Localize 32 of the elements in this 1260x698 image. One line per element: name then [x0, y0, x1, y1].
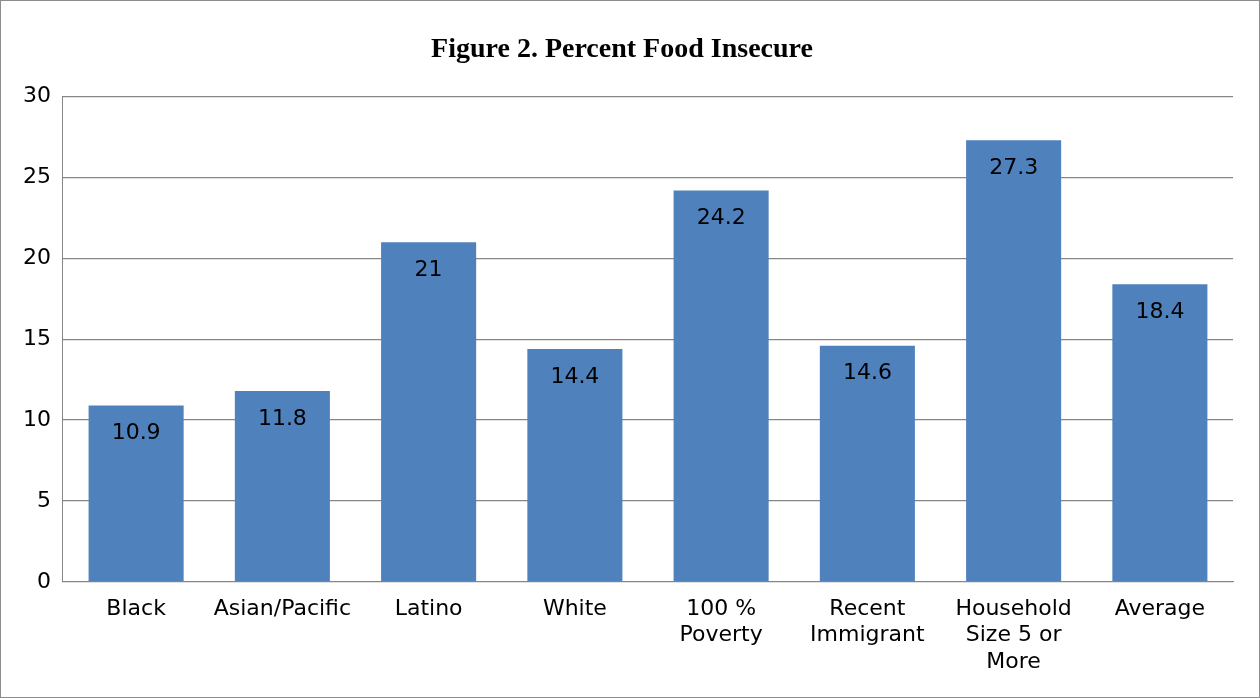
y-tick-label: 10 [22, 405, 51, 431]
bar [673, 190, 769, 582]
data-label: 27.3 [989, 153, 1039, 179]
bar [381, 242, 477, 582]
data-label: 18.4 [1135, 297, 1185, 323]
x-tick-label: Household Size 5 or More [955, 594, 1072, 673]
y-tick-label: 30 [22, 82, 51, 108]
bar [234, 390, 330, 582]
data-label: 24.2 [696, 204, 746, 230]
data-label: 10.9 [111, 419, 161, 445]
chart-title: Figure 2. Percent Food Insecure [431, 32, 813, 64]
bar [88, 405, 184, 582]
data-label: 11.8 [257, 404, 307, 430]
x-tick-label: Black [106, 594, 167, 620]
data-label: 14.6 [842, 359, 892, 385]
x-tick-label: 100 % Poverty [679, 594, 763, 647]
y-tick-label: 15 [22, 324, 51, 350]
data-label: 14.4 [550, 362, 600, 388]
y-tick-label: 5 [36, 486, 51, 512]
bar [819, 345, 915, 582]
x-tick-label: Asian/Pacific [213, 594, 352, 620]
bar [527, 348, 623, 582]
x-tick-label: White [542, 594, 607, 620]
y-tick-label: 0 [36, 567, 51, 593]
data-label: 21 [414, 255, 443, 281]
y-tick-label: 20 [22, 244, 51, 270]
bar [966, 140, 1062, 582]
x-tick-label: Latino [394, 594, 463, 620]
x-tick-label: Recent Immigrant [810, 594, 925, 647]
x-tick-label: Average [1114, 594, 1206, 620]
bar [1112, 284, 1208, 582]
y-tick-label: 25 [22, 163, 51, 189]
